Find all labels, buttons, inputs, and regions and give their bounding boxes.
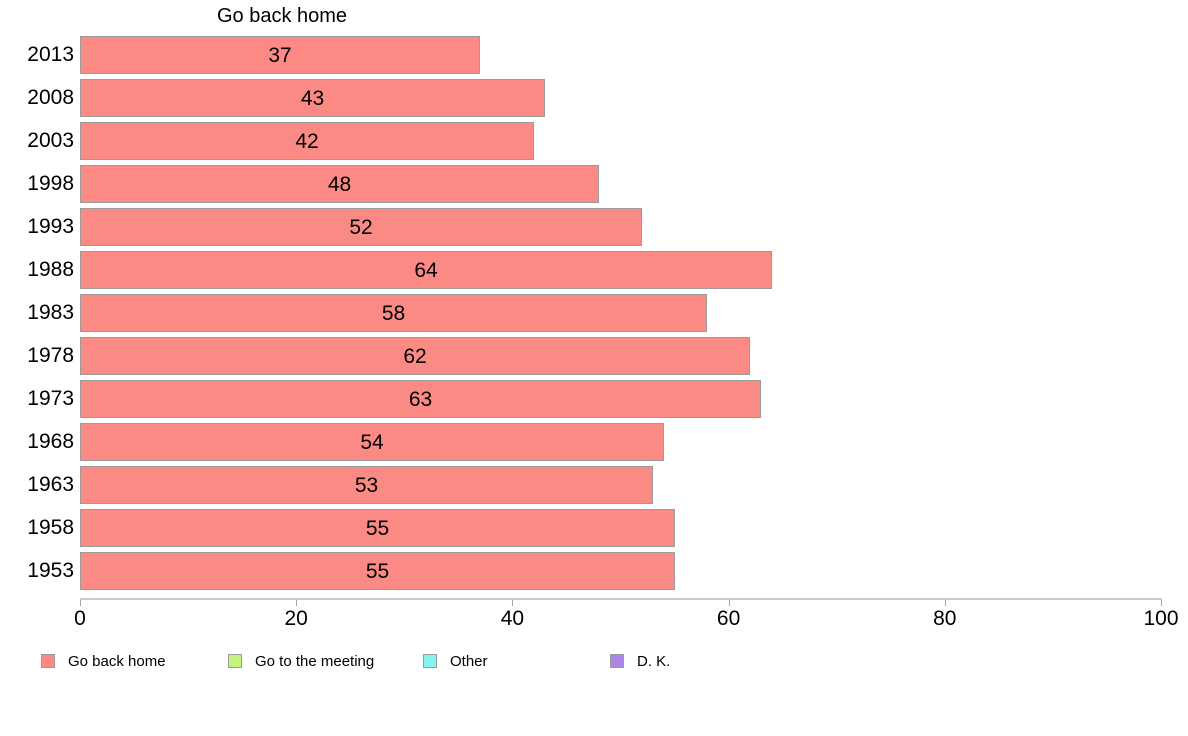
bar-value-label: 53 bbox=[354, 474, 379, 497]
legend-item-2: Go to the meeting bbox=[228, 652, 374, 670]
legend-item-4: D. K. bbox=[610, 652, 670, 670]
y-axis-label: 1968 bbox=[27, 430, 74, 453]
legend-label: Go to the meeting bbox=[255, 652, 375, 670]
y-axis-label: 2003 bbox=[27, 129, 74, 152]
chart-title: Go back home bbox=[216, 5, 348, 27]
bar-value-label: 55 bbox=[365, 560, 390, 583]
bar-1963: 53 bbox=[80, 466, 653, 504]
bar-1988: 64 bbox=[80, 251, 772, 289]
x-tick-mark bbox=[944, 600, 946, 606]
x-tick-mark bbox=[1161, 600, 1162, 606]
legend-swatch-icon bbox=[41, 654, 55, 668]
bar-value-label: 62 bbox=[403, 345, 427, 368]
x-axis-line bbox=[80, 598, 1162, 600]
bar-1973: 63 bbox=[80, 380, 761, 418]
x-tick-label: 80 bbox=[933, 607, 957, 630]
y-axis-label: 1953 bbox=[27, 559, 74, 582]
bar-1978: 62 bbox=[80, 337, 750, 375]
x-tick-label: 20 bbox=[284, 607, 308, 630]
y-axis-label: 1973 bbox=[27, 387, 74, 410]
y-axis-label: 2013 bbox=[27, 43, 74, 66]
y-axis-label: 1958 bbox=[27, 516, 74, 539]
bar-1968: 54 bbox=[80, 423, 664, 461]
legend-label: Go back home bbox=[68, 652, 166, 670]
bar-1958: 55 bbox=[80, 509, 675, 547]
bar-value-label: 63 bbox=[408, 388, 433, 411]
x-tick-mark bbox=[296, 600, 298, 606]
bar-value-label: 48 bbox=[327, 173, 352, 196]
y-axis-label: 1993 bbox=[27, 215, 74, 238]
legend-swatch-icon bbox=[228, 654, 242, 668]
legend-item-1: Go back home bbox=[41, 652, 166, 670]
bar-value-label: 58 bbox=[381, 302, 406, 325]
legend-swatch-icon bbox=[610, 654, 624, 668]
bar-1993: 52 bbox=[80, 208, 642, 246]
y-axis-label: 1963 bbox=[27, 473, 74, 496]
y-axis-label: 1983 bbox=[27, 301, 74, 324]
bar-value-label: 42 bbox=[295, 130, 319, 153]
x-tick-mark bbox=[728, 600, 730, 606]
bar-value-label: 43 bbox=[300, 87, 325, 110]
bar-1953: 55 bbox=[80, 552, 675, 590]
x-tick-label: 0 bbox=[74, 607, 86, 630]
bar-value-label: 52 bbox=[349, 216, 373, 239]
bar-2013: 37 bbox=[80, 36, 480, 74]
bar-value-label: 54 bbox=[360, 431, 384, 454]
x-tick-mark bbox=[512, 600, 514, 606]
legend-label: Other bbox=[450, 652, 488, 670]
bar-value-label: 37 bbox=[268, 44, 292, 67]
x-tick-label: 60 bbox=[716, 607, 741, 630]
legend-swatch-icon bbox=[423, 654, 437, 668]
bar-2008: 43 bbox=[80, 79, 545, 117]
legend-item-3: Other bbox=[423, 652, 488, 670]
bar-value-label: 64 bbox=[414, 259, 438, 282]
legend-label: D. K. bbox=[637, 652, 671, 670]
x-tick-label: 40 bbox=[500, 607, 525, 630]
x-tick-label: 100 bbox=[1143, 607, 1179, 630]
bar-2003: 42 bbox=[80, 122, 534, 160]
bar-value-label: 55 bbox=[365, 517, 390, 540]
y-axis-label: 1978 bbox=[27, 344, 74, 367]
bar-1998: 48 bbox=[80, 165, 599, 203]
y-axis-label: 2008 bbox=[27, 86, 74, 109]
y-axis-label: 1988 bbox=[27, 258, 74, 281]
x-tick-mark bbox=[80, 600, 81, 606]
bar-1983: 58 bbox=[80, 294, 707, 332]
y-axis-label: 1998 bbox=[27, 172, 74, 195]
